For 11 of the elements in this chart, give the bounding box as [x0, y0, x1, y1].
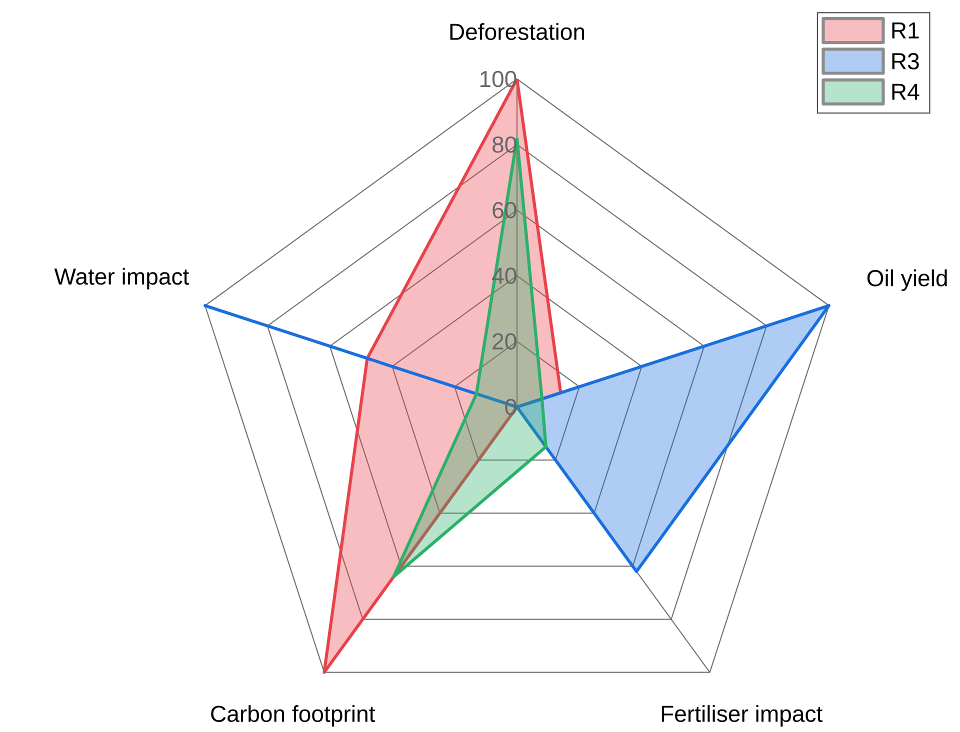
y-tick-label: 60	[492, 202, 516, 218]
y-tick-label: 20	[492, 333, 516, 350]
spoke-label: Oil yield	[867, 269, 947, 291]
spoke-label: Water impact	[54, 268, 189, 290]
spoke-label: Carbon footprint	[211, 704, 376, 726]
legend-label: R4	[892, 84, 920, 100]
legend-label: R3	[892, 52, 919, 70]
y-tick-label: 100	[480, 70, 516, 88]
spoke-label: Fertiliser impact	[662, 704, 822, 726]
spoke-label: Deforestation	[450, 22, 584, 40]
legend-label: R1	[892, 22, 919, 38]
